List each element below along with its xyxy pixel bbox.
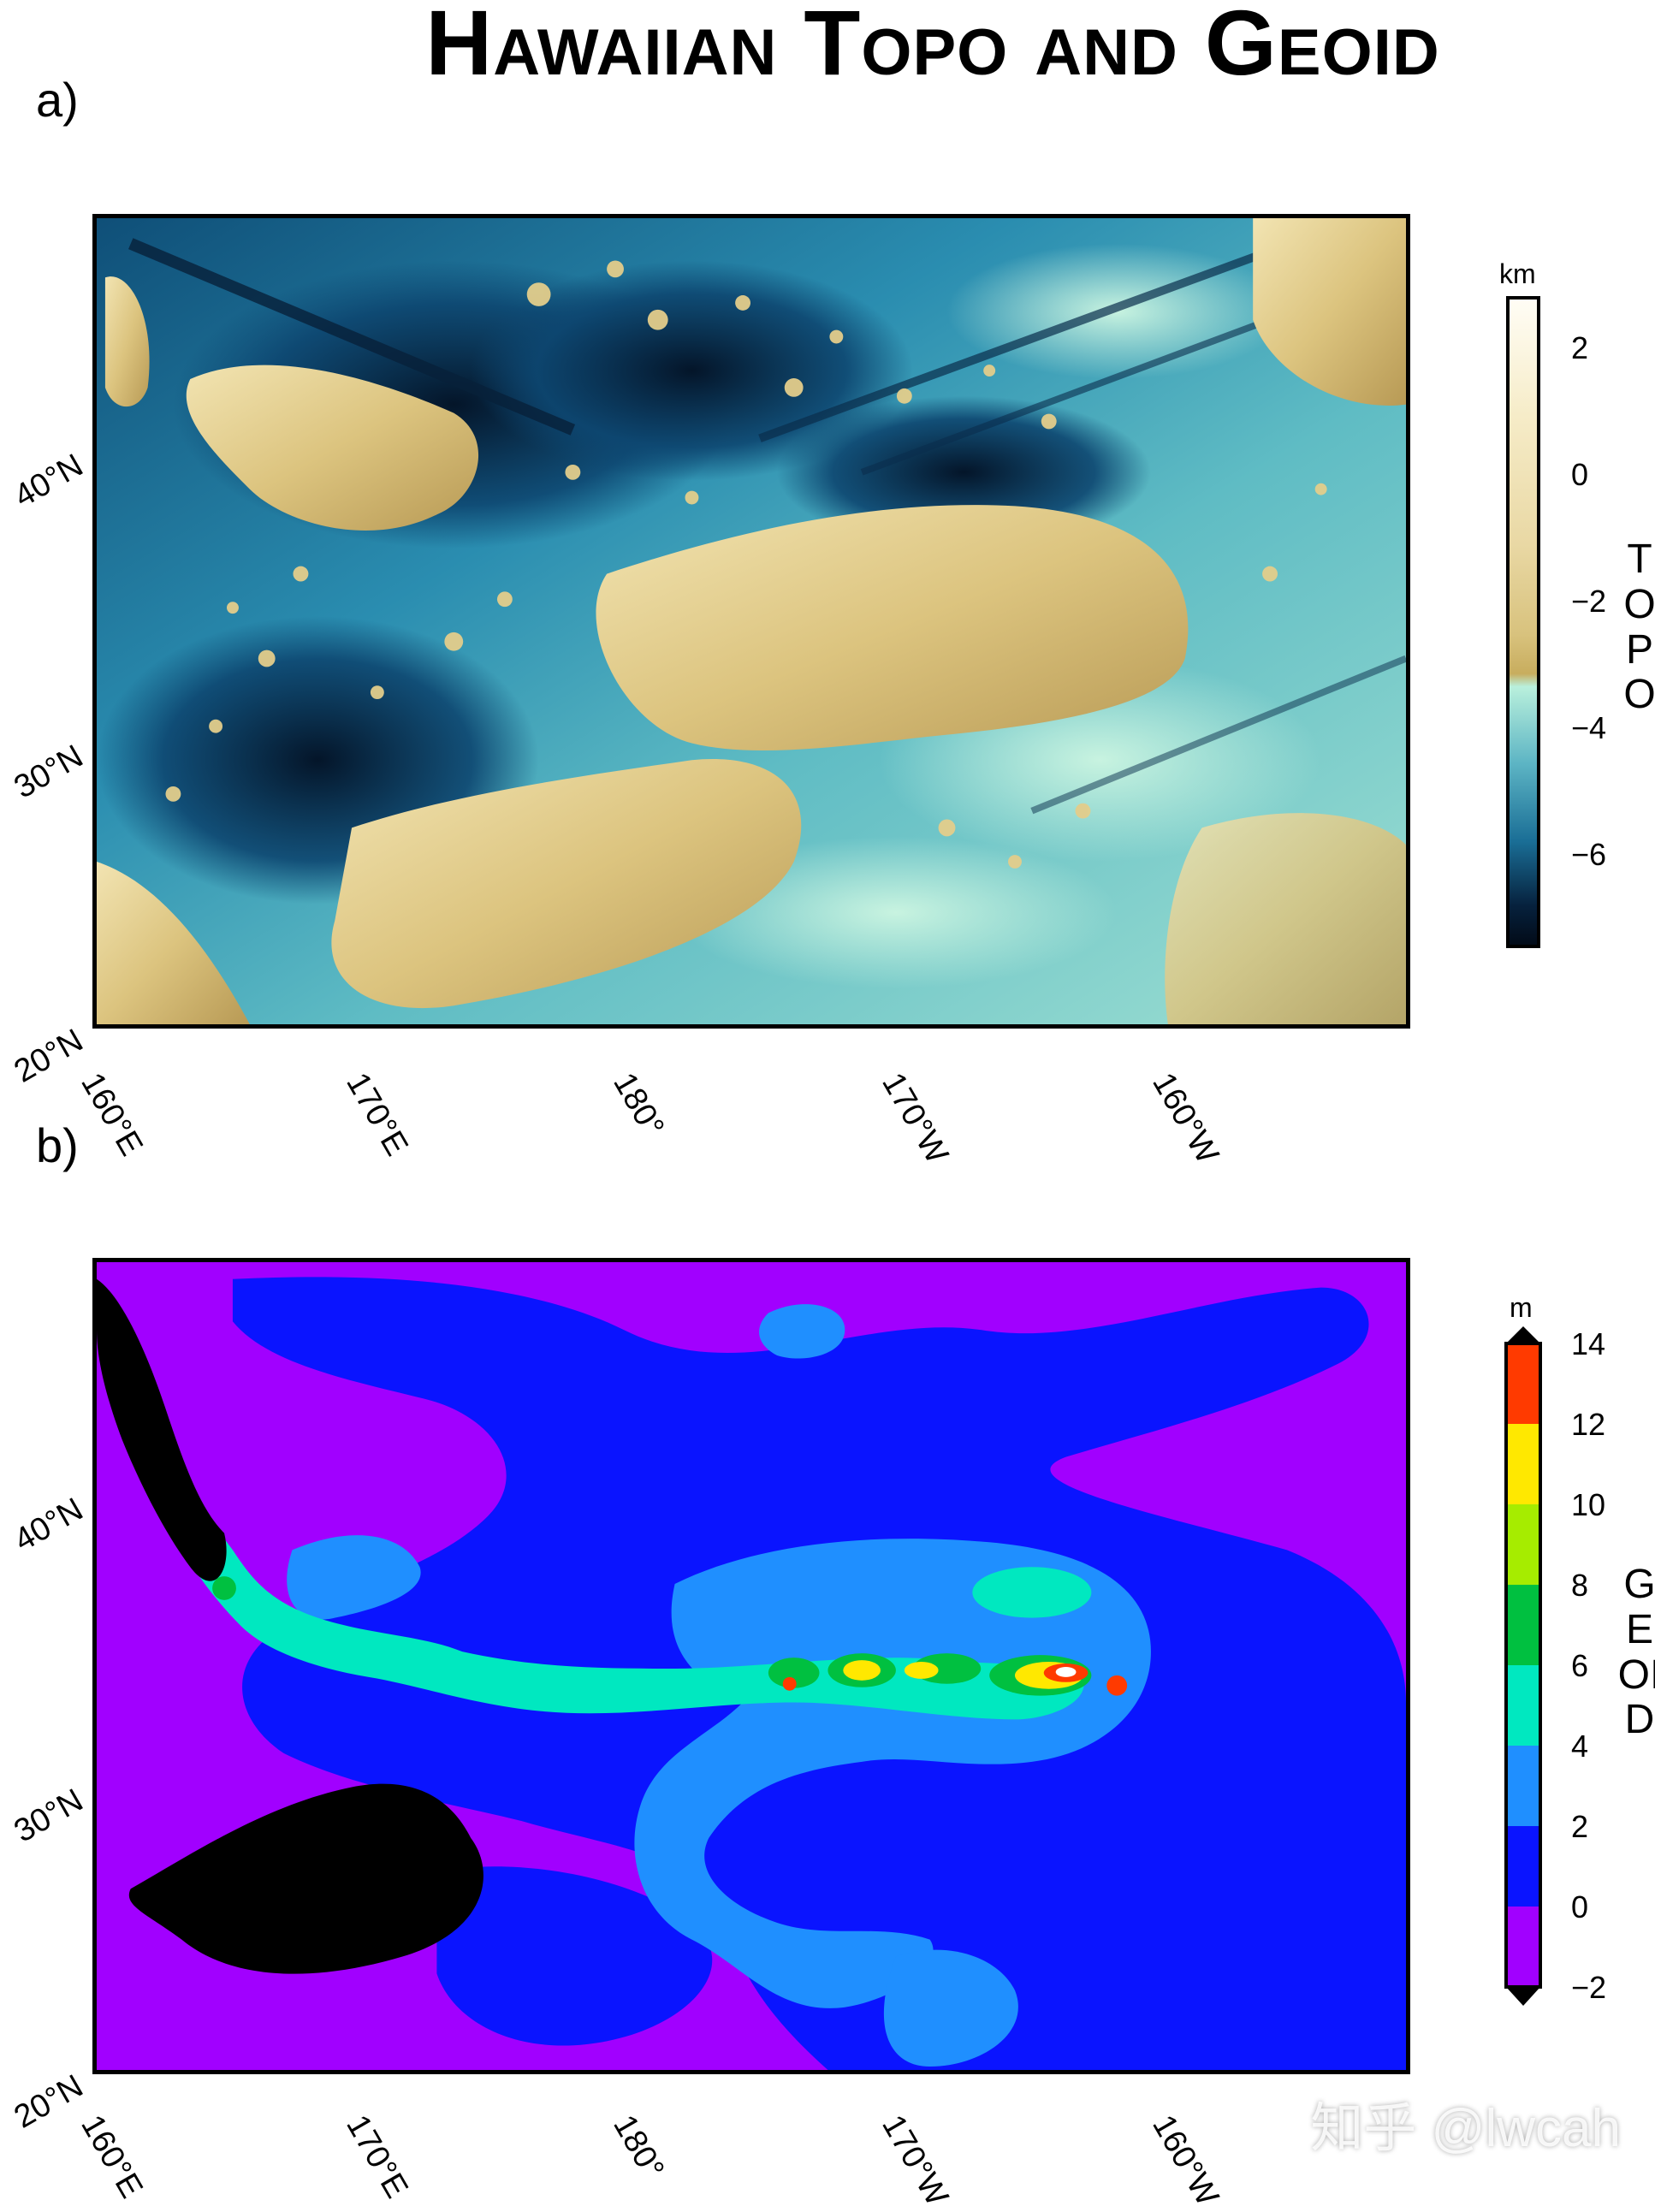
topo-colorbar-unit: km [1499,258,1536,289]
page-title: Hawaiian Topo and Geoid [425,0,1440,94]
geoid-colorbar-band-m2-0 [1506,1907,1540,1987]
geoid-colorbar-tick-4: 4 [1571,1729,1589,1764]
panel-b-x-tick-160e: 160°E [74,2108,150,2204]
topo-colorbar-tick-0: 0 [1571,457,1589,492]
panel-a-x-tick-170w: 170°W [875,1066,955,1170]
watermark-text: 知乎 @lwcah [1310,2099,1621,2158]
panel-a-x-tick-180: 180° [606,1066,671,1143]
geoid-colorbar-tick-10: 10 [1571,1487,1606,1522]
geoid-colorbar [1504,1326,1542,2006]
geoid-colorbar-tick-12: 12 [1571,1407,1606,1442]
geoid-colorbar-tick-0: 0 [1571,1889,1589,1924]
geoid-map-graphic [97,1262,1406,2070]
geoid-colorbar-bottom-arrow [1506,1987,1540,2006]
topo-colorbar-label: TOPO [1623,537,1655,718]
geoid-colorbar-band-10-12 [1506,1424,1540,1504]
topo-colorbar-tick-m2: −2 [1571,584,1607,619]
geoid-colorbar-band-0-2 [1506,1826,1540,1907]
topo-map [92,214,1410,1029]
panel-b-x-tick-160w: 160°W [1145,2108,1225,2212]
panel-b-x-tick-180: 180° [606,2108,671,2185]
panel-b-y-tick-40: 40°N [8,1491,90,1559]
panel-a-y-tick-20: 20°N [8,1022,90,1090]
panel-a-y-tick-40: 40°N [8,447,90,515]
panel-b-x-tick-170w: 170°W [875,2108,955,2212]
panel-a-x-tick-160w: 160°W [1145,1066,1225,1170]
geoid-colorbar-band-2-4 [1506,1746,1540,1826]
topo-map-graphic [97,218,1406,1024]
topo-colorbar-tick-m6: −6 [1571,837,1607,872]
geoid-colorbar-band-6-8 [1506,1585,1540,1665]
geoid-map [92,1258,1410,2074]
geoid-colorbar-top-arrow [1506,1326,1540,1343]
topo-colorbar-tick-2: 2 [1571,330,1589,365]
geoid-colorbar-tick-14: 14 [1571,1326,1606,1361]
panel-b-x-tick-170e: 170°E [339,2108,415,2204]
geoid-colorbar-tick-2: 2 [1571,1809,1589,1844]
geoid-colorbar-label: GEOID [1617,1562,1655,1743]
topo-colorbar [1506,296,1540,948]
panel-a-y-tick-30: 30°N [8,738,90,806]
topo-colorbar-tick-m4: −4 [1571,710,1607,745]
geoid-colorbar-band-4-6 [1506,1665,1540,1746]
panel-a-x-tick-170e: 170°E [339,1066,415,1162]
geoid-colorbar-tick-m2: −2 [1571,1970,1607,2005]
geoid-colorbar-unit: m [1510,1292,1533,1323]
geoid-colorbar-tick-8: 8 [1571,1568,1589,1603]
geoid-colorbar-band-8-10 [1506,1504,1540,1585]
panel-b-label: b) [36,1118,79,1172]
panel-a-label: a) [36,73,79,127]
geoid-colorbar-tick-6: 6 [1571,1648,1589,1683]
geoid-colorbar-band-12-14 [1506,1343,1540,1424]
panel-b-y-tick-30: 30°N [8,1782,90,1850]
panel-a-x-tick-160e: 160°E [74,1066,150,1162]
